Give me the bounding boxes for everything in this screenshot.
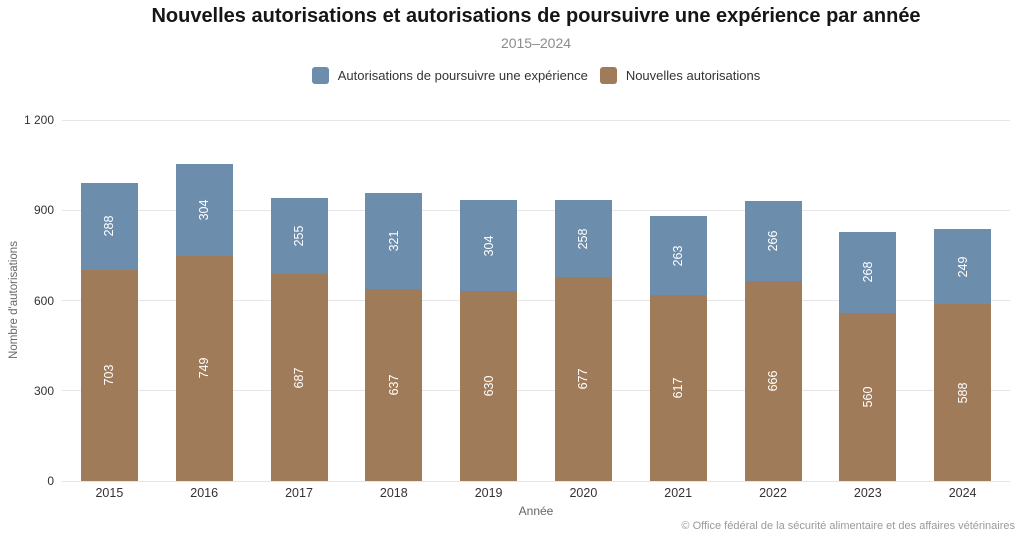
gridline: [62, 480, 1010, 482]
bar-value-label: 588: [955, 382, 970, 403]
bar-nouvelles-autorisations-2018[interactable]: 637: [365, 289, 423, 481]
bar-autorisations-poursuivre-2020[interactable]: 258: [554, 199, 612, 278]
legend-item-autorisations-poursuivre[interactable]: Autorisations de poursuivre une expérien…: [311, 66, 588, 84]
bar-nouvelles-autorisations-2024[interactable]: 588: [934, 304, 992, 481]
legend-swatch-blue: [311, 66, 329, 84]
bar-value-label: 304: [197, 199, 212, 221]
bar-autorisations-poursuivre-2017[interactable]: 255: [270, 197, 328, 275]
y-tick-label: 300: [33, 383, 54, 398]
bar-nouvelles-autorisations-2021[interactable]: 617: [649, 295, 707, 481]
x-tick-label-2024: 2024: [948, 486, 977, 500]
bar-autorisations-poursuivre-2023[interactable]: 268: [839, 231, 897, 313]
bar-value-label: 666: [766, 370, 780, 392]
legend-item-nouvelles-autorisations[interactable]: Nouvelles autorisations: [599, 66, 761, 84]
bar-nouvelles-autorisations-2023[interactable]: 560: [839, 312, 897, 481]
bar-value-label: 304: [481, 235, 496, 257]
bar-value-label: 677: [576, 368, 591, 390]
x-tick-label-2023: 2023: [853, 486, 882, 500]
bar-autorisations-poursuivre-2015[interactable]: 288: [80, 182, 138, 270]
bar-value-label: 630: [481, 375, 496, 397]
plot-area: 703 288 749 304 687 255 637 321 630 304 677 258 617 2…: [62, 119, 1010, 482]
bar-value-label: 703: [102, 364, 117, 386]
copyright-credit: © Office fédéral de la sécurité alimenta…: [681, 520, 1015, 532]
bar-autorisations-poursuivre-2016[interactable]: 304: [175, 164, 233, 256]
bar-value-label: 687: [292, 367, 306, 389]
bar-value-label: 560: [860, 386, 875, 408]
x-tick-label-2022: 2022: [759, 486, 787, 500]
bar-nouvelles-autorisations-2015[interactable]: 703: [80, 269, 138, 481]
legend-label-autorisations-poursuivre: Autorisations de poursuivre une expérien…: [337, 67, 588, 83]
legend: Autorisations de poursuivre une expérien…: [62, 65, 1010, 85]
x-tick-label-2018: 2018: [379, 486, 408, 500]
bar-autorisations-poursuivre-2024[interactable]: 249: [934, 229, 992, 305]
bar-autorisations-poursuivre-2019[interactable]: 304: [460, 200, 518, 292]
bar-autorisations-poursuivre-2022[interactable]: 266: [744, 200, 802, 281]
bar-value-label: 263: [671, 245, 686, 267]
y-tick-label: 1 200: [23, 113, 54, 127]
x-tick-label-2015: 2015: [95, 486, 124, 500]
x-tick-label-2016: 2016: [190, 486, 219, 500]
bar-nouvelles-autorisations-2019[interactable]: 630: [460, 291, 518, 481]
bar-value-label: 749: [197, 357, 212, 379]
y-tick-label: 600: [33, 293, 54, 308]
y-axis-tick-labels: 0 300 600 900 1 200: [0, 113, 54, 488]
bar-nouvelles-autorisations-2017[interactable]: 687: [270, 274, 328, 481]
y-tick-label: 0: [47, 474, 54, 488]
bar-autorisations-poursuivre-2018[interactable]: 321: [365, 192, 423, 290]
bar-value-label: 258: [576, 228, 591, 249]
legend-label-nouvelles-autorisations: Nouvelles autorisations: [625, 67, 761, 83]
bar-value-label: 249: [955, 256, 970, 278]
x-tick-label-2020: 2020: [569, 486, 598, 500]
x-tick-label-2021: 2021: [664, 486, 693, 500]
chart-header: Nouvelles autorisations et autorisations…: [62, 4, 1010, 51]
x-axis-title: Année: [518, 504, 554, 518]
gridline: [62, 300, 1010, 301]
x-axis-tick-labels: 2015 2016 2017 2018 2019 2020 2021 2022 2023 2024: [62, 486, 1010, 501]
gridline: [62, 390, 1010, 392]
chart-subtitle: 2015–2024: [500, 35, 572, 51]
gridline: [62, 209, 1010, 211]
bar-value-label: 266: [766, 230, 780, 252]
x-tick-label-2017: 2017: [285, 486, 313, 500]
bar-value-label: 321: [386, 230, 401, 252]
bar-value-label: 288: [102, 215, 117, 237]
bar-value-label: 637: [386, 374, 401, 396]
bar-nouvelles-autorisations-2016[interactable]: 749: [175, 255, 233, 481]
gridline: [62, 119, 1010, 121]
bar-value-label: 268: [860, 261, 875, 283]
bar-nouvelles-autorisations-2022[interactable]: 666: [744, 280, 802, 481]
y-tick-label: 900: [33, 203, 54, 218]
x-tick-label-2019: 2019: [474, 486, 503, 500]
bar-value-label: 617: [671, 377, 686, 399]
bar-nouvelles-autorisations-2020[interactable]: 677: [554, 277, 612, 481]
bar-autorisations-poursuivre-2021[interactable]: 263: [649, 216, 707, 296]
chart-title: Nouvelles autorisations et autorisations…: [151, 5, 921, 27]
legend-swatch-brown: [599, 66, 617, 84]
bar-value-label: 255: [292, 225, 306, 247]
